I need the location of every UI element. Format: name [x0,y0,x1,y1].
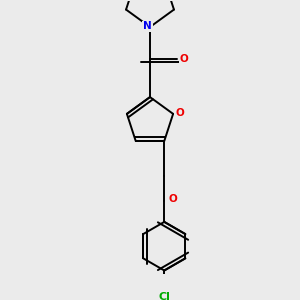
Text: Cl: Cl [158,292,170,300]
Text: N: N [143,21,152,32]
Text: O: O [175,108,184,118]
Text: O: O [168,194,177,204]
Text: O: O [180,54,189,64]
